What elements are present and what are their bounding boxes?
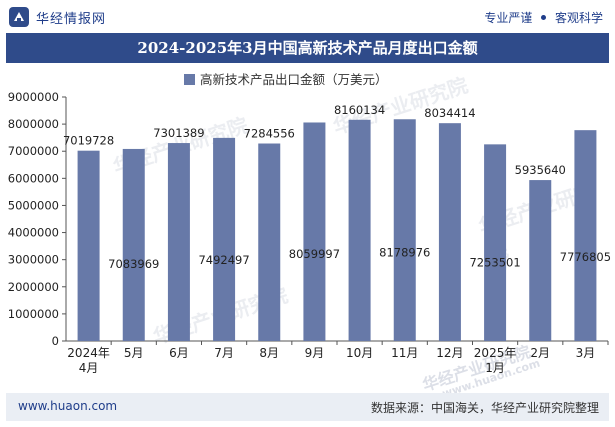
bar xyxy=(303,122,326,341)
bar xyxy=(438,123,461,342)
bar xyxy=(484,144,507,341)
data-label: 7284556 xyxy=(244,127,295,141)
legend-label: 高新技术产品出口金额（万美元） xyxy=(200,72,388,87)
slogan: 专业严谨 客观科学 xyxy=(484,9,603,26)
x-tick-label: 7月 xyxy=(214,346,234,360)
title-bar: 2024-2025年3月中国高新技术产品月度出口金额 xyxy=(6,33,609,63)
data-label: 7019728 xyxy=(63,134,114,148)
y-tick-label: 4000000 xyxy=(8,226,59,240)
x-tick-label: 5月 xyxy=(124,346,144,360)
bar xyxy=(77,150,100,341)
data-label: 7492497 xyxy=(198,253,249,267)
x-tick-label: 6月 xyxy=(169,346,189,360)
bar-chart: 高新技术产品出口金额（万美元） 0 1000000 2000000 3000000 400… xyxy=(8,72,611,375)
bar xyxy=(122,148,145,341)
data-label: 7083969 xyxy=(108,257,159,271)
bar xyxy=(348,119,371,341)
huajing-logo-icon xyxy=(9,7,29,27)
data-label: 7301389 xyxy=(153,126,204,140)
x-tick-label: 2025年 xyxy=(474,346,517,360)
x-tick-label: 10月 xyxy=(346,346,373,360)
y-tick-label: 6000000 xyxy=(8,171,59,185)
chart-title: 2024-2025年3月中国高新技术产品月度出口金额 xyxy=(137,39,478,57)
x-tick-label: 9月 xyxy=(305,346,325,360)
top-bar: 华经情报网 专业严谨 客观科学 xyxy=(0,0,615,33)
brand-name: 华经情报网 xyxy=(36,12,107,27)
y-tick-label: 2000000 xyxy=(8,280,59,294)
slogan-right: 客观科学 xyxy=(554,11,603,25)
x-tick-label: 12月 xyxy=(436,346,463,360)
slogan-separator-dot xyxy=(541,15,547,20)
y-tick-label: 9000000 xyxy=(8,90,59,104)
y-tick-label: 7000000 xyxy=(8,144,59,158)
y-tick-label: 8000000 xyxy=(8,117,59,131)
x-tick-label: 11月 xyxy=(391,346,418,360)
x-tick-label: 2024年 xyxy=(67,346,110,360)
data-source: 数据来源：中国海关，华经产业研究院整理 xyxy=(370,401,599,415)
y-tick-label: 0 xyxy=(52,334,59,348)
bar xyxy=(529,180,552,341)
bar xyxy=(574,130,597,341)
bar xyxy=(258,143,281,341)
x-tick-label: 3月 xyxy=(576,346,596,360)
data-label: 8178976 xyxy=(379,246,430,260)
bar xyxy=(213,137,236,341)
x-tick-label: 2月 xyxy=(530,346,550,360)
data-label: 7253501 xyxy=(469,255,520,269)
bar xyxy=(167,143,190,341)
y-tick-label: 5000000 xyxy=(8,198,59,212)
footer-website: www.huaon.com xyxy=(18,399,118,413)
slogan-left: 专业严谨 xyxy=(484,11,533,25)
y-tick-label: 3000000 xyxy=(8,253,59,267)
x-tick-label: 4月 xyxy=(79,361,99,375)
data-label: 5935640 xyxy=(515,163,566,177)
data-label: 8034414 xyxy=(424,106,475,120)
y-tick-label: 1000000 xyxy=(8,307,59,321)
legend-swatch xyxy=(184,74,195,85)
x-tick-label: 1月 xyxy=(485,361,505,375)
data-label: 8059997 xyxy=(289,247,340,261)
data-label: 7776805 xyxy=(560,250,611,264)
x-tick-label: 8月 xyxy=(259,346,279,360)
data-label: 8160134 xyxy=(334,103,385,117)
bar xyxy=(393,119,416,341)
footer-bar: www.huaon.com 数据来源：中国海关，华经产业研究院整理 xyxy=(6,393,609,421)
